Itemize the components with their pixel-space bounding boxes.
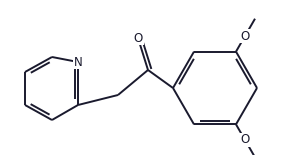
Text: O: O: [241, 30, 250, 42]
Text: N: N: [74, 55, 82, 69]
Text: O: O: [133, 31, 143, 44]
Text: O: O: [241, 133, 250, 146]
